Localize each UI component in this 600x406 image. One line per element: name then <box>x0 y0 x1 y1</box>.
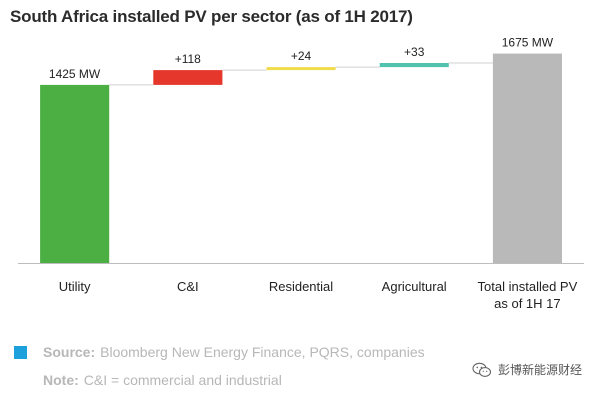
waterfall-chart: 1425 MW Utility +118 C&I +24 Residential +33 Ag… <box>18 36 584 311</box>
bar-1 <box>153 70 223 85</box>
data-label-4: 1675 MW <box>502 36 554 50</box>
category-label-3: Agricultural <box>382 279 447 294</box>
watermark: 彭博新能源财经 <box>472 361 582 378</box>
note-line: Note: C&I = commercial and industrial <box>43 370 282 390</box>
bar-4 <box>492 53 562 263</box>
source-key: Source: <box>43 344 96 360</box>
chart-footer: Source: Bloomberg New Energy Finance, PQ… <box>14 342 600 406</box>
data-label-0: 1425 MW <box>49 67 101 81</box>
category-label-4-line-0: Total installed PV <box>478 279 578 294</box>
note-text: C&I = commercial and industrial <box>83 372 282 388</box>
data-label-2: +24 <box>291 49 312 63</box>
wechat-icon <box>472 362 492 377</box>
bar-3 <box>379 63 449 68</box>
category-label-0: Utility <box>59 279 91 294</box>
data-label-1: +118 <box>175 52 201 66</box>
watermark-text: 彭博新能源财经 <box>497 363 582 377</box>
bar-0 <box>40 84 110 264</box>
category-label-4-line-1: as of 1H 17 <box>494 296 561 311</box>
data-label-3: +33 <box>404 45 425 59</box>
bar-2 <box>266 67 336 71</box>
source-swatch <box>14 345 27 359</box>
category-label-2: Residential <box>269 279 333 294</box>
note-key: Note: <box>43 372 79 388</box>
category-label-1: C&I <box>177 279 199 294</box>
chart-title: South Africa installed PV per sector (as… <box>10 7 413 26</box>
source-text: Bloomberg New Energy Finance, PQRS, comp… <box>100 344 425 360</box>
source-line: Source: Bloomberg New Energy Finance, PQ… <box>14 342 425 362</box>
